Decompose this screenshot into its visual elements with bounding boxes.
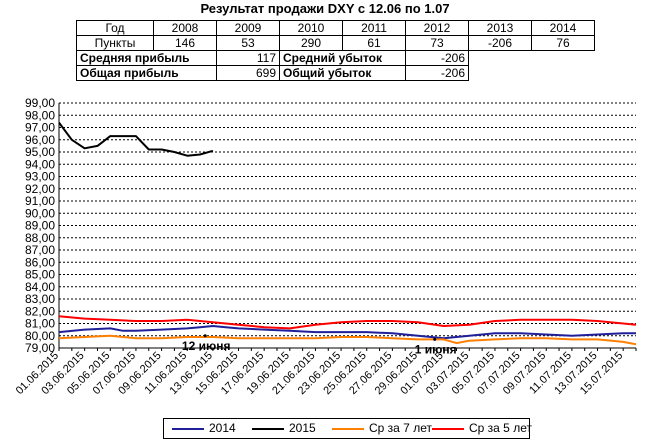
total-profit-label: Общая прибыль xyxy=(76,65,217,81)
chart-title: Результат продажи DXY с 12.06 по 1.07 xyxy=(200,1,450,16)
y-tick-label: 87,00 xyxy=(25,243,55,257)
y-tick-label: 98,00 xyxy=(25,108,55,122)
annotation-marker xyxy=(203,334,207,338)
y-tick-label: 85,00 xyxy=(25,268,55,282)
points-row: Пункты 146 53 290 61 73 -206 76 xyxy=(76,35,595,51)
total-row: Общая прибыль 699 Общий убыток -206 xyxy=(76,65,595,81)
annotation-label: 12 июня xyxy=(182,339,231,353)
legend-label: 2014 xyxy=(209,421,236,435)
y-tick-label: 82,00 xyxy=(25,304,55,318)
points-header: Пункты xyxy=(76,35,154,51)
year-cell: 2012 xyxy=(405,20,469,36)
y-tick-label: 79,00 xyxy=(25,341,55,355)
points-cell: -206 xyxy=(468,35,532,51)
legend-swatch xyxy=(172,428,204,430)
avg-row: Средняя прибыль 117 Средний убыток -206 xyxy=(76,50,595,66)
y-tick-label: 99,00 xyxy=(25,96,55,110)
y-tick-label: 95,00 xyxy=(25,145,55,159)
y-tick-label: 94,00 xyxy=(25,157,55,171)
y-tick-label: 90,00 xyxy=(25,206,55,220)
total-loss-value: -206 xyxy=(405,65,469,81)
y-tick-label: 97,00 xyxy=(25,121,55,135)
y-tick-label: 88,00 xyxy=(25,231,55,245)
points-cell: 76 xyxy=(531,35,595,51)
y-tick-label: 93,00 xyxy=(25,170,55,184)
series-line xyxy=(58,122,214,157)
y-tick-label: 80,00 xyxy=(25,329,55,343)
annotation-label: 1 июня xyxy=(415,342,457,356)
legend-swatch xyxy=(252,428,284,430)
legend-label: Ср за 7 лет xyxy=(369,421,432,435)
y-tick-label: 92,00 xyxy=(25,182,55,196)
y-tick-label: 86,00 xyxy=(25,255,55,269)
y-tick-label: 81,00 xyxy=(25,317,55,331)
legend-label: Ср за 5 лет xyxy=(469,421,532,435)
stats-table: Год 2008 2009 2010 2011 2012 2013 2014 П… xyxy=(76,20,595,81)
y-tick-label: 83,00 xyxy=(25,292,55,306)
total-profit-value: 699 xyxy=(216,65,280,81)
legend-label: 2015 xyxy=(289,421,316,435)
year-cell: 2008 xyxy=(153,20,217,36)
y-tick-label: 96,00 xyxy=(25,133,55,147)
y-tick-label: 89,00 xyxy=(25,219,55,233)
legend: 2014 2015 Ср за 7 лет Ср за 5 лет xyxy=(163,418,532,439)
legend-swatch xyxy=(332,428,364,430)
year-row: Год 2008 2009 2010 2011 2012 2013 2014 xyxy=(76,20,595,36)
series-line xyxy=(58,325,636,340)
series-line xyxy=(58,315,637,330)
year-cell: 2014 xyxy=(531,20,595,36)
legend-swatch xyxy=(432,428,464,430)
series-line xyxy=(58,334,637,346)
avg-loss-value: -206 xyxy=(405,50,469,66)
annotation-marker xyxy=(433,337,437,341)
total-loss-label: Общий убыток xyxy=(279,65,406,81)
y-tick-label: 91,00 xyxy=(25,194,55,208)
y-tick-label: 84,00 xyxy=(25,280,55,294)
